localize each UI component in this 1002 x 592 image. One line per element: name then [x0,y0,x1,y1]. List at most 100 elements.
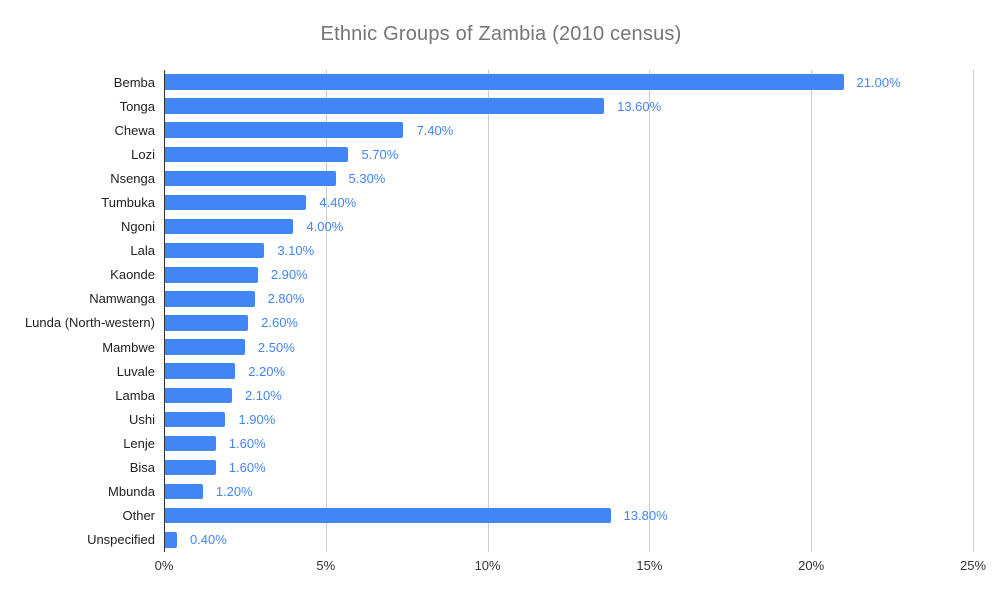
value-label: 4.00% [306,219,344,235]
value-label: 1.60% [228,435,266,451]
bar-lala [164,242,265,259]
category-label: Bisa [129,460,155,476]
value-label: 1.60% [228,460,266,476]
gridline-15% [649,70,651,552]
bar-tonga [164,98,605,114]
bar-namwanga [164,291,255,307]
chart-row: Lozi 5.70% [0,142,1002,166]
x-tick-label: 5% [316,558,336,573]
chart-row: Lala 3.10% [0,239,1002,263]
value-label: 7.40% [416,122,454,138]
value-label: 2.60% [261,315,298,331]
chart-row: Mbunda 1.20% [0,480,1002,504]
bar-track: 0.40% [164,528,973,552]
gridline-25% [973,70,974,552]
x-axis: 0% 5% 10% 15% 20% 25% [0,558,1002,578]
chart-row: Bisa 1.60% [0,456,1002,480]
bar-track: 1.20% [164,480,973,504]
value-label: 5.70% [361,146,399,162]
value-label: 21.00% [856,74,901,90]
bar-tumbuka [164,194,307,211]
bar-track: 5.30% [164,166,973,190]
chart-row: Tumbuka 4.40% [0,190,1002,214]
bar-track: 2.50% [164,335,973,359]
value-label: 4.40% [319,195,357,211]
bar-bemba [164,74,844,90]
bar-track: 1.90% [164,407,973,431]
x-tick-label: 15% [636,558,663,573]
chart-row: Lunda (North-western) 2.60% [0,311,1002,335]
bar-track: 5.70% [164,142,973,166]
x-axis-baseline [164,70,165,552]
bar-track: 2.10% [164,383,973,407]
category-label: Nsenga [110,170,155,186]
category-label: Lamba [115,387,155,403]
chart-row: Ushi 1.90% [0,407,1002,431]
chart-row: Ngoni 4.00% [0,215,1002,239]
x-tick-label: 20% [798,558,825,573]
bar-track: 3.10% [164,239,973,263]
value-label: 2.80% [267,291,305,307]
gridline-10% [487,70,489,552]
chart-title: Ethnic Groups of Zambia (2010 census) [320,23,682,45]
gridline-20% [811,70,813,552]
category-label: Mbunda [108,484,155,500]
category-label: Other [122,508,155,524]
bar-other [164,507,611,524]
category-label: Bemba [113,74,155,90]
bar-track: 2.60% [164,311,973,335]
category-label: Lozi [131,146,155,162]
value-label: 2.90% [270,267,308,283]
category-label: Mambwe [102,339,155,355]
category-label: Luvale [116,363,155,379]
bar-chewa [164,122,404,138]
bar-ushi [164,411,226,428]
bar-track: 21.00% [164,70,973,94]
category-label: Unspecified [87,532,155,548]
category-label: Lala [130,243,155,259]
x-tick-label: 0% [154,558,174,573]
bar-track: 4.40% [164,190,973,214]
bar-mbunda [164,483,203,500]
bar-unspecified [164,532,177,548]
value-label: 13.80% [623,508,668,524]
bar-track: 2.20% [164,359,973,383]
bar-lunda-north-western [164,315,249,331]
chart-row: Lenje 1.60% [0,431,1002,455]
value-label: 2.20% [248,363,286,379]
bar-track: 13.80% [164,504,973,528]
category-label: Tonga [119,98,155,114]
value-label: 3.10% [277,243,315,259]
bar-track: 4.00% [164,215,973,239]
chart-row: Kaonde 2.90% [0,263,1002,287]
bar-ngoni [164,218,294,235]
chart-row: Lamba 2.10% [0,383,1002,407]
bar-track: 1.60% [164,456,973,480]
value-label: 2.50% [257,339,295,355]
category-label: Tumbuka [101,195,155,211]
chart-row: Namwanga 2.80% [0,287,1002,311]
chart-row: Nsenga 5.30% [0,166,1002,190]
chart-row: Luvale 2.20% [0,359,1002,383]
gridlines [164,70,974,552]
bar-lozi [164,146,349,163]
bars-area: Bemba 21.00% Tonga 13.60% Chewa 7.40% Lozi 5.70… [0,70,1002,552]
bar-nsenga [164,170,336,187]
value-label: 13.60% [617,98,662,114]
x-tick-label: 25% [959,558,987,573]
chart-row: Other 13.80% [0,504,1002,528]
value-label: 0.40% [189,532,227,548]
chart-row: Bemba 21.00% [0,70,1002,94]
bar-track: 13.60% [164,94,973,118]
bar-mambwe [164,339,245,355]
category-label: Namwanga [89,291,155,307]
value-label: 2.10% [244,387,282,403]
chart-row: Chewa 7.40% [0,118,1002,142]
chart-row: Mambwe 2.50% [0,335,1002,359]
value-label: 1.90% [238,411,276,427]
bar-track: 2.80% [164,287,973,311]
bar-bisa [164,459,216,476]
category-label: Ngoni [121,219,155,235]
bar-track: 2.90% [164,263,973,287]
value-label: 5.30% [348,170,386,186]
